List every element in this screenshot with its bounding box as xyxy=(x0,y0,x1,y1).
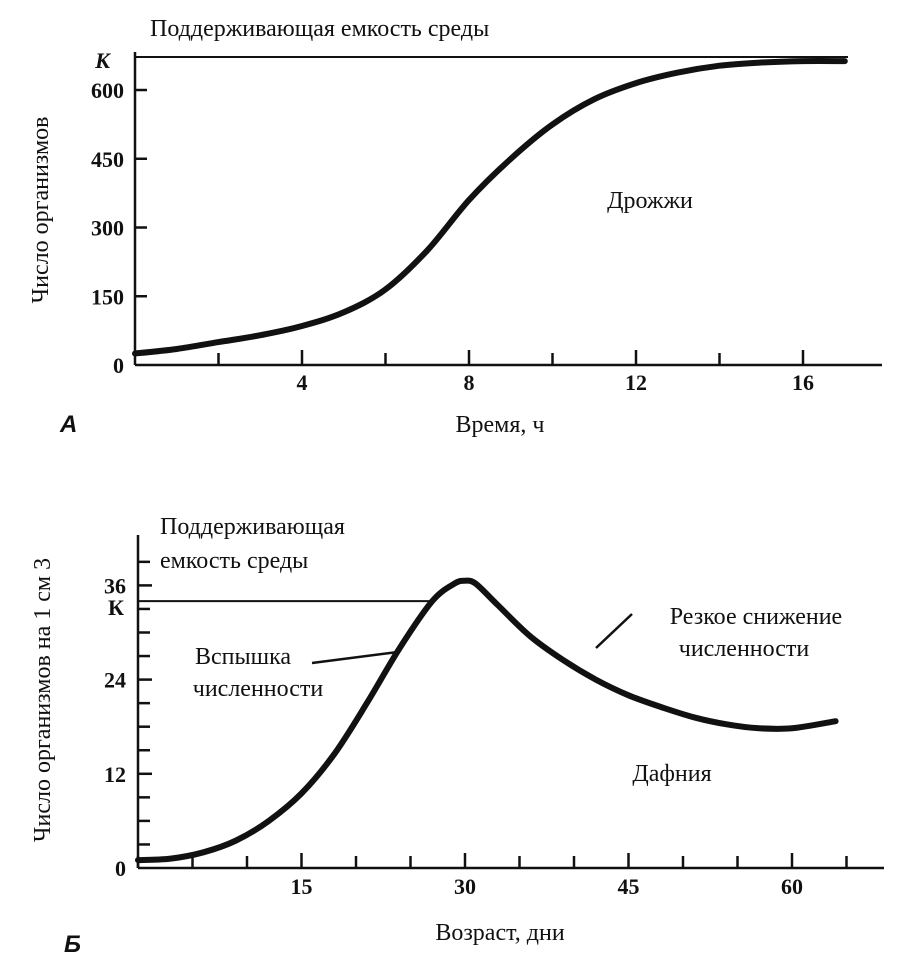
panel-b-title-line-1: Поддерживающая xyxy=(160,514,345,540)
panel-b-title-line-2: емкость среды xyxy=(160,548,308,574)
panel-a-x-tick-label: 4 xyxy=(297,370,308,395)
panel-b-x-ticks: 15 30 45 60 xyxy=(136,853,848,899)
panel-b-letter: Б xyxy=(64,931,81,958)
panel-a-x-tick-label: 8 xyxy=(464,370,475,395)
panel-a-y-axis-title: Число организмов xyxy=(28,117,54,304)
panel-a-y-ticks: 0 150 300 450 600 xyxy=(91,78,147,378)
panel-b-y-ticks: 0 12 24 36 xyxy=(104,560,152,881)
panel-a-title: Поддерживающая емкость среды xyxy=(150,16,489,42)
panel-a-y-tick-label: 150 xyxy=(91,284,124,309)
panel-b-crash-label-line-1: Резкое снижение xyxy=(670,604,842,630)
panel-a-y-tick-label: 450 xyxy=(91,147,124,172)
panel-b-x-tick-label: 15 xyxy=(291,874,313,899)
panel-a-x-tick-label: 16 xyxy=(792,370,814,395)
panel-b-x-tick-label: 45 xyxy=(618,874,640,899)
panel-a-x-ticks: 4 8 12 16 xyxy=(217,350,814,395)
panel-a-letter: A xyxy=(59,411,77,438)
panel-b-series-daphnia xyxy=(135,577,839,864)
panel-b-y-tick-label: 0 xyxy=(115,856,126,881)
panel-b-x-tick-label: 30 xyxy=(454,874,476,899)
panel-b-crash-leader xyxy=(595,613,633,649)
panel-b-outbreak-label-line-2: численности xyxy=(193,676,324,702)
panel-b-x-tick-label: 60 xyxy=(781,874,803,899)
panel-b-y-tick-label: 12 xyxy=(104,762,126,787)
panel-b-crash-label-line-2: численности xyxy=(679,636,810,662)
panel-b-y-tick-label: 36 xyxy=(104,573,126,598)
panel-b-series-label: Дафния xyxy=(632,761,711,787)
panel-b-capacity-label: К xyxy=(108,595,124,620)
panel-b-y-tick-label: 24 xyxy=(104,668,126,693)
panel-a-series-label: Дрожжи xyxy=(607,188,693,214)
panel-a-yeast-chart: Поддерживающая емкость среды К 0 150 300 45… xyxy=(28,16,882,438)
panel-b-outbreak-label-line-1: Вспышка xyxy=(195,644,291,670)
panel-a-x-axis-title: Время, ч xyxy=(456,412,545,438)
panel-a-y-tick-label: 300 xyxy=(91,216,124,241)
panel-a-y-tick-label: 600 xyxy=(91,78,124,103)
panel-b-daphnia-chart: Поддерживающая емкость среды К 0 12 24 36 1… xyxy=(30,514,884,958)
panel-a-series-yeast xyxy=(132,58,848,357)
panel-a-capacity-label: К xyxy=(94,48,111,73)
panel-a-x-tick-label: 12 xyxy=(625,370,647,395)
panel-b-y-axis-title: Число организмов на 1 см 3 xyxy=(30,558,56,842)
panel-b-x-axis-title: Возраст, дни xyxy=(435,920,565,946)
panel-a-y-tick-label: 0 xyxy=(113,353,124,378)
panel-b-outbreak-leader xyxy=(311,650,399,665)
